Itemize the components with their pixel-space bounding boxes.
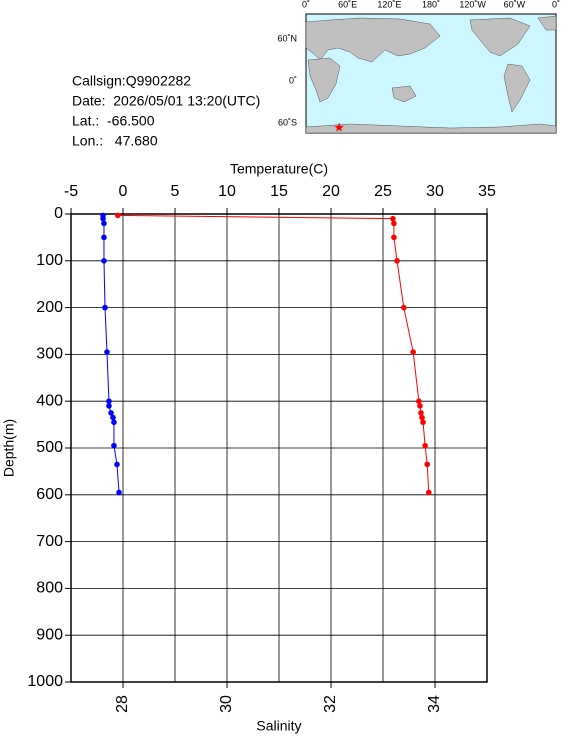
profile-point: [394, 258, 400, 264]
map-lat-label: 60˚S: [278, 117, 297, 127]
x-tick-label: 30: [426, 183, 444, 200]
map-land: [305, 15, 557, 134]
profile-point: [111, 442, 117, 449]
profile-point: [111, 419, 117, 426]
x2-tick-label: 28: [114, 695, 131, 713]
profile-point: [424, 461, 431, 468]
profile-point: [422, 442, 428, 449]
map-lat-label: 0˚: [289, 75, 297, 85]
x-tick-label: 15: [270, 183, 288, 200]
callsign: Callsign:Q9902282: [72, 73, 191, 89]
y-tick-label: 900: [36, 626, 63, 643]
plot-frame: [70, 213, 488, 683]
profile-line: [117, 214, 430, 493]
profile-point: [110, 414, 116, 421]
map-lon-label: 120˚E: [377, 0, 401, 9]
x2-tick-label: 34: [426, 695, 443, 713]
y-tick-label: 100: [36, 252, 63, 269]
x-axis-title: Temperature(C): [230, 161, 328, 177]
profile-point: [100, 215, 106, 222]
map-lon-label: 0˚: [552, 0, 560, 9]
map-lon-label: 120˚W: [459, 0, 486, 9]
y-tick-label: 300: [36, 346, 63, 363]
latitude: Lat.: -66.500: [72, 113, 155, 129]
map-lon-label: 60˚E: [338, 0, 357, 9]
profile-point: [106, 398, 112, 405]
y-tick-label: 800: [36, 580, 63, 597]
date: Date: 2026/05/01 13:20(UTC): [72, 93, 260, 109]
profile-point: [115, 212, 121, 219]
longitude: Lon.: 47.680: [72, 133, 158, 149]
profile-point: [101, 220, 107, 227]
profile-point: [419, 414, 425, 421]
x-tick-label: 10: [218, 183, 236, 200]
profile-point: [410, 349, 416, 355]
map-lon-label: 0˚: [302, 0, 310, 9]
x2-tick-label: 32: [322, 695, 339, 713]
x-tick-label: 20: [322, 183, 340, 200]
map-lon-label: 180˚: [422, 0, 440, 9]
x-tick-label: 35: [478, 183, 496, 200]
profile-point: [116, 489, 122, 496]
profile-point: [391, 234, 397, 241]
y-tick-label: 400: [36, 392, 63, 409]
profile-point: [401, 304, 407, 311]
station-marker: [334, 122, 344, 132]
y-tick-label: 600: [36, 486, 63, 503]
x-tick-label: 0: [119, 183, 128, 200]
x2-axis-title: Salinity: [256, 718, 301, 734]
map-lat-label: 60˚N: [277, 33, 297, 43]
x-tick-label: 5: [171, 183, 180, 200]
x-tick-label: 25: [374, 183, 392, 200]
y-tick-label: 1000: [27, 673, 63, 690]
x2-tick-label: 30: [218, 695, 235, 713]
x-tick-label: -5: [64, 183, 78, 200]
profile-point: [102, 304, 108, 311]
map-lon-label: 60˚W: [504, 0, 526, 9]
profile-point: [101, 234, 107, 241]
profile-point: [418, 410, 424, 416]
profile-point: [416, 398, 422, 405]
profile-point: [420, 419, 426, 426]
profile-point: [390, 215, 396, 222]
y-tick-label: 0: [54, 205, 63, 222]
y-tick-label: 700: [36, 533, 63, 550]
profile-point: [108, 410, 114, 416]
y-tick-label: 200: [36, 299, 63, 316]
profile-point: [417, 403, 423, 409]
profile-point: [114, 461, 120, 468]
profile-point: [104, 349, 110, 355]
profile-point: [425, 489, 432, 496]
y-axis-title: Depth(m): [1, 419, 17, 477]
y-tick-label: 500: [36, 439, 63, 456]
profile-point: [106, 403, 112, 409]
profile-point: [391, 220, 397, 227]
profile-point: [101, 258, 107, 264]
